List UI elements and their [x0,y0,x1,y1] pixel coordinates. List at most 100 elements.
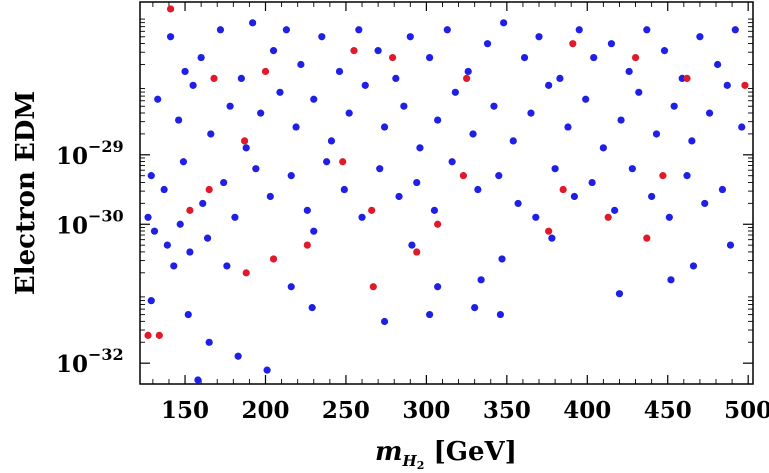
blue-data-point [451,88,459,96]
red-data-point [559,185,567,194]
x-axis-ticks: 150 200 250 300 350 400 450 500 [152,2,769,424]
blue-data-point [564,123,572,131]
blue-data-point [358,213,366,221]
blue-data-point [392,74,400,82]
blue-data-point [689,262,698,270]
blue-data-point [292,123,300,131]
red-data-point [303,241,311,249]
blue-data-point [643,26,651,34]
blue-data-point [495,172,503,180]
x-tick-label: 200 [241,397,289,424]
red-data-point [569,40,577,48]
blue-data-point [434,283,442,291]
blue-data-point [548,234,556,242]
blue-data-point [345,109,353,117]
red-data-point [368,206,376,214]
blue-data-point [340,185,348,194]
blue-data-point [738,123,746,131]
red-data-point [604,213,612,221]
blue-data-point [625,67,633,76]
blue-data-point [223,262,231,270]
blue-data-point [216,26,225,34]
red-data-point [261,67,270,76]
blue-data-point [287,283,295,291]
blue-data-point [303,206,311,214]
blue-data-point [184,310,192,319]
blue-data-point [234,352,242,360]
blue-data-point [166,33,175,41]
y-tick-label: 10−32 [56,345,124,378]
blue-data-point [426,310,434,319]
blue-data-point [701,199,709,208]
blue-data-point [361,81,369,89]
red-data-point [434,220,442,228]
blue-data-point [181,67,189,76]
blue-data-point [203,234,212,242]
blue-data-point [249,19,257,27]
blue-data-point [252,165,260,173]
red-data-point [659,172,667,180]
blue-data-point [170,262,178,270]
blue-data-point [535,33,543,41]
blue-data-point [520,53,529,62]
blue-data-point [652,130,661,138]
blue-data-point [380,317,389,326]
blue-data-point [237,74,245,82]
red-data-point [389,53,397,62]
blue-data-point [667,276,675,284]
blue-data-point [287,172,295,180]
blue-data-point [590,53,598,62]
blue-data-point [575,26,583,34]
blue-data-point [163,241,171,249]
x-tick-label: 400 [563,397,611,424]
blue-data-point [545,81,553,89]
red-data-point [240,137,249,145]
blue-data-point [416,144,424,152]
y-tick-label: 10−30 [56,206,124,239]
red-data-point [741,81,749,89]
blue-data-point [611,206,619,214]
blue-data-point [376,165,384,173]
blue-data-point [635,88,643,96]
blue-data-point [474,185,482,194]
blue-data-point [582,95,590,103]
blue-data-point [310,95,318,103]
blue-data-point [282,26,291,34]
x-tick-label: 350 [483,397,531,424]
x-tick-label: 250 [322,397,370,424]
red-data-point [413,248,421,256]
blue-data-point [160,185,168,194]
blue-data-point [660,47,669,55]
red-data-point [242,269,250,277]
blue-data-point [556,74,564,82]
blue-data-point [266,192,274,201]
blue-data-point [532,213,540,221]
blue-data-point [318,33,326,41]
blue-data-point [599,144,607,152]
blue-data-point [231,213,239,221]
blue-data-point [194,376,202,384]
blue-data-point [683,172,691,180]
blue-data-point [276,88,284,96]
blue-data-point [448,158,456,166]
plot-frame [139,1,754,385]
blue-data-point [269,47,278,55]
blue-data-point [220,178,228,187]
blue-data-point [588,178,596,187]
blue-data-point [471,304,479,312]
blue-data-point [207,130,215,138]
blue-data-point [617,116,625,124]
blue-data-point [257,109,265,117]
blue-data-point [413,178,421,187]
blue-data-point [670,102,678,110]
blue-data-point [527,109,535,117]
blue-data-point [718,185,727,194]
blue-data-point [380,123,389,131]
blue-data-point [443,26,451,34]
blue-data-point [434,116,442,124]
blue-data-point [263,366,271,374]
x-tick-label: 300 [402,397,450,424]
blue-data-point [408,241,416,249]
blue-data-point [464,67,472,76]
blue-data-point [570,192,579,201]
